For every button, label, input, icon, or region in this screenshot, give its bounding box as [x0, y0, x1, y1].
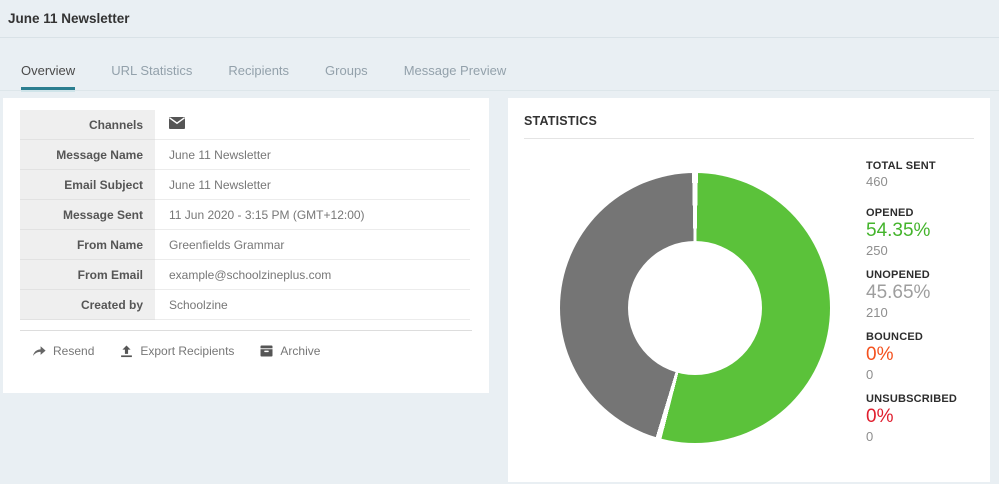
- row-label: Channels: [20, 110, 155, 140]
- metric-label: OPENED: [866, 207, 914, 219]
- table-row-from-email: From Email example@schoolzineplus.com: [20, 260, 470, 290]
- metric-count: 250: [866, 243, 888, 258]
- actions-divider: [20, 330, 472, 331]
- row-label: From Name: [20, 230, 155, 260]
- row-value: example@schoolzineplus.com: [155, 260, 470, 290]
- statistics-panel: STATISTICS TOTAL SENT 460 OPENED 54.35% …: [508, 98, 990, 482]
- metric-unsubscribed: UNSUBSCRIBED 0% 0: [866, 393, 957, 446]
- row-label: Message Sent: [20, 200, 155, 230]
- resend-button[interactable]: Resend: [32, 344, 94, 358]
- actions-bar: Resend Export Recipients Archive: [32, 344, 489, 358]
- archive-label: Archive: [280, 344, 321, 358]
- metric-label: UNOPENED: [866, 269, 930, 281]
- export-upload-icon: [120, 344, 133, 358]
- row-value: June 11 Newsletter: [155, 170, 470, 200]
- bottom-strip: [0, 484, 999, 488]
- row-label: Created by: [20, 290, 155, 320]
- tab-recipients[interactable]: Recipients: [228, 63, 290, 78]
- table-row-created-by: Created by Schoolzine: [20, 290, 470, 320]
- row-value: June 11 Newsletter: [155, 140, 470, 170]
- table-row-channels: Channels: [20, 110, 470, 140]
- row-label: From Email: [20, 260, 155, 290]
- statistics-metrics: TOTAL SENT 460 OPENED 54.35% 250 UNOPENE…: [866, 160, 957, 455]
- metric-count: 0: [866, 429, 874, 444]
- tab-bar: Overview URL Statistics Recipients Group…: [0, 63, 999, 91]
- statistics-divider: [524, 138, 974, 139]
- metric-percent: 45.65%: [866, 282, 931, 303]
- table-row-from-name: From Name Greenfields Grammar: [20, 230, 470, 260]
- metric-percent: 54.35%: [866, 220, 931, 241]
- page-title: June 11 Newsletter: [8, 11, 130, 26]
- row-label: Email Subject: [20, 170, 155, 200]
- export-recipients-button[interactable]: Export Recipients: [120, 344, 234, 358]
- row-value: Greenfields Grammar: [155, 230, 470, 260]
- table-row-email-subject: Email Subject June 11 Newsletter: [20, 170, 470, 200]
- donut-chart-container: [560, 173, 830, 443]
- email-envelope-icon: [169, 117, 185, 132]
- export-recipients-label: Export Recipients: [140, 344, 235, 358]
- metric-bounced: BOUNCED 0% 0: [866, 331, 957, 384]
- metric-label: BOUNCED: [866, 331, 924, 343]
- resend-arrow-icon: [32, 345, 46, 357]
- donut-chart[interactable]: [560, 173, 830, 443]
- row-value: Schoolzine: [155, 290, 470, 320]
- metric-percent: 0%: [866, 344, 894, 365]
- metric-percent: 0%: [866, 406, 894, 427]
- tab-message-preview[interactable]: Message Preview: [403, 63, 507, 78]
- metric-label: TOTAL SENT: [866, 160, 936, 172]
- tab-url-statistics[interactable]: URL Statistics: [111, 63, 193, 78]
- archive-button[interactable]: Archive: [260, 344, 320, 358]
- message-details-table: Channels Message Name June 11 Newsletter…: [20, 110, 470, 320]
- page-header: June 11 Newsletter: [0, 0, 999, 38]
- metric-count: 460: [866, 174, 888, 189]
- tab-overview[interactable]: Overview: [21, 63, 76, 90]
- content-area: Channels Message Name June 11 Newsletter…: [0, 91, 999, 482]
- row-label: Message Name: [20, 140, 155, 170]
- metric-count: 0: [866, 367, 874, 382]
- resend-label: Resend: [53, 344, 95, 358]
- metric-total-sent: TOTAL SENT 460: [866, 160, 957, 191]
- metric-opened: OPENED 54.35% 250: [866, 207, 957, 260]
- table-row-message-sent: Message Sent 11 Jun 2020 - 3:15 PM (GMT+…: [20, 200, 470, 230]
- row-value-channels: [155, 110, 470, 140]
- row-value: 11 Jun 2020 - 3:15 PM (GMT+12:00): [155, 200, 470, 230]
- message-details-panel: Channels Message Name June 11 Newsletter…: [3, 98, 489, 393]
- tab-groups[interactable]: Groups: [325, 63, 368, 78]
- statistics-title: STATISTICS: [524, 114, 598, 128]
- archive-box-icon: [260, 345, 273, 357]
- metric-label: UNSUBSCRIBED: [866, 393, 958, 405]
- table-row-message-name: Message Name June 11 Newsletter: [20, 140, 470, 170]
- metric-unopened: UNOPENED 45.65% 210: [866, 269, 957, 322]
- metric-count: 210: [866, 305, 888, 320]
